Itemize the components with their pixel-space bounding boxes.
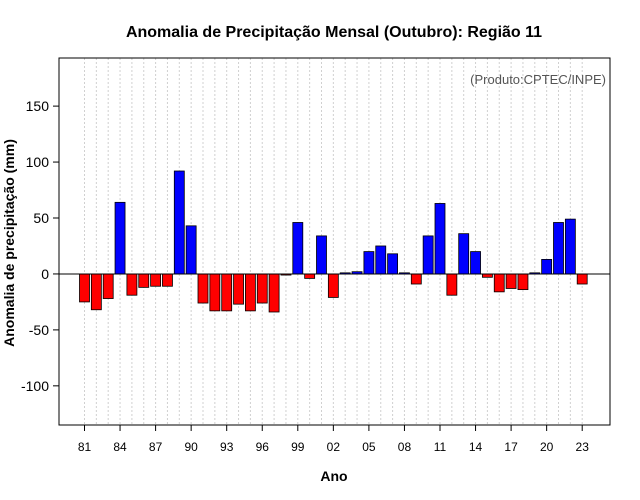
x-tick-label: 05 <box>362 440 376 454</box>
x-tick-label: 96 <box>256 440 270 454</box>
x-tick-label: 99 <box>291 440 305 454</box>
bar-2014 <box>470 251 481 275</box>
x-tick-label: 14 <box>469 440 483 454</box>
x-tick-label: 90 <box>184 440 198 454</box>
bar-1993 <box>221 273 233 312</box>
bar-1996 <box>256 273 268 304</box>
y-axis-title: Anomalia de precipitação (mm) <box>1 139 17 347</box>
plot-frame <box>58 57 611 426</box>
bar-2015 <box>481 273 493 278</box>
bar-2002 <box>327 273 339 298</box>
bar-1989 <box>173 170 185 275</box>
bar-1987 <box>150 273 162 287</box>
bar-2018 <box>517 273 529 291</box>
x-axis-title: Ano <box>320 468 347 484</box>
x-tick-label: 81 <box>78 440 92 454</box>
x-tick-label: 11 <box>434 440 447 454</box>
bar-2005 <box>363 251 375 275</box>
x-tick-label: 23 <box>576 440 590 454</box>
bar-2022 <box>564 218 576 275</box>
bar-1994 <box>233 273 244 305</box>
bar-1986 <box>138 273 150 288</box>
bar-1983 <box>102 273 114 299</box>
bar-2016 <box>493 273 505 293</box>
y-tick-label: -50 <box>29 322 49 338</box>
bar-2017 <box>505 273 517 289</box>
bar-2013 <box>458 233 470 275</box>
x-tick-label: 87 <box>149 440 163 454</box>
product-credit: (Produto:CPTEC/INPE) <box>470 72 606 87</box>
grid <box>84 58 583 425</box>
x-tick-label: 84 <box>113 440 127 454</box>
x-tick-label: 20 <box>540 440 554 454</box>
bar-1988 <box>162 273 173 287</box>
bar-2021 <box>553 222 564 275</box>
bar-2010 <box>422 235 434 275</box>
bar-1997 <box>268 273 280 313</box>
y-tick-label: -100 <box>21 378 49 394</box>
bar-2001 <box>316 235 327 275</box>
x-tick-label: 93 <box>220 440 234 454</box>
chart-title: Anomalia de Precipitação Mensal (Outubro… <box>126 24 542 41</box>
bar-2020 <box>541 259 553 275</box>
bar-1982 <box>90 273 102 311</box>
bar-2007 <box>387 253 399 275</box>
bars <box>79 170 588 313</box>
y-tick-label: 150 <box>26 98 50 114</box>
bar-1981 <box>79 273 90 303</box>
bar-2009 <box>410 273 422 285</box>
bar-1985 <box>126 273 138 296</box>
bar-1999 <box>292 222 304 275</box>
bar-2023 <box>576 273 588 285</box>
x-tick-label: 08 <box>398 440 412 454</box>
bar-1991 <box>197 273 209 304</box>
bar-1990 <box>185 225 197 275</box>
bar-2000 <box>304 273 316 279</box>
bar-1992 <box>209 273 221 312</box>
bar-1984 <box>114 201 126 275</box>
bar-2012 <box>446 273 458 296</box>
y-tick-label: 0 <box>41 266 49 282</box>
bar-1995 <box>244 273 256 312</box>
y-axis: -100 -50 0 50 100 150 <box>21 98 59 394</box>
x-tick-label: 02 <box>327 440 341 454</box>
bar-2006 <box>375 245 387 275</box>
bar-2011 <box>434 203 446 275</box>
y-tick-label: 100 <box>26 154 50 170</box>
y-tick-label: 50 <box>33 210 49 226</box>
x-axis: 81 84 87 90 93 96 99 02 05 08 11 14 17 20 23 <box>78 425 589 454</box>
x-tick-label: 17 <box>504 440 518 454</box>
